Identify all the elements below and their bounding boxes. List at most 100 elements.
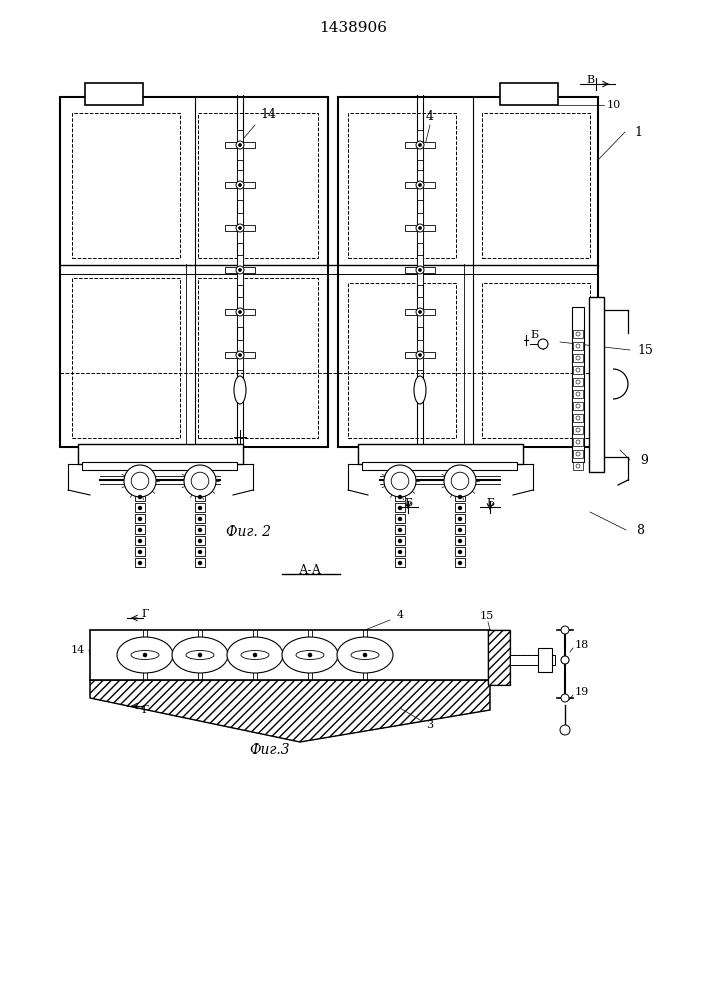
Bar bbox=[225, 182, 255, 188]
Circle shape bbox=[132, 472, 148, 490]
Circle shape bbox=[236, 224, 244, 232]
Bar bbox=[573, 414, 583, 422]
Circle shape bbox=[238, 268, 242, 271]
Bar bbox=[482, 113, 590, 258]
Bar bbox=[455, 536, 465, 545]
Circle shape bbox=[198, 495, 202, 499]
Ellipse shape bbox=[227, 637, 283, 673]
Circle shape bbox=[138, 506, 142, 510]
Circle shape bbox=[576, 452, 580, 456]
Bar bbox=[225, 267, 255, 273]
Bar bbox=[395, 547, 405, 556]
Text: Г: Г bbox=[141, 705, 148, 715]
Bar bbox=[538, 648, 552, 672]
Circle shape bbox=[576, 464, 580, 468]
Circle shape bbox=[416, 266, 424, 274]
Ellipse shape bbox=[414, 376, 426, 404]
Circle shape bbox=[576, 392, 580, 396]
Bar bbox=[573, 438, 583, 446]
Circle shape bbox=[576, 440, 580, 444]
Text: Б: Б bbox=[530, 330, 538, 340]
Circle shape bbox=[451, 472, 469, 490]
Bar bbox=[455, 525, 465, 534]
Bar bbox=[237, 130, 243, 160]
Bar bbox=[225, 142, 255, 148]
Text: Фиг. 2: Фиг. 2 bbox=[226, 525, 271, 539]
Text: 15: 15 bbox=[637, 344, 653, 357]
Circle shape bbox=[238, 354, 242, 357]
Bar bbox=[225, 225, 255, 231]
Bar bbox=[237, 213, 243, 243]
Bar bbox=[195, 503, 205, 512]
Bar bbox=[135, 514, 145, 523]
Bar bbox=[348, 283, 456, 438]
Bar bbox=[455, 558, 465, 567]
Text: Фиг.3: Фиг.3 bbox=[250, 743, 291, 757]
Circle shape bbox=[576, 356, 580, 360]
Text: А-А: А-А bbox=[298, 564, 322, 576]
Text: 14: 14 bbox=[71, 645, 85, 655]
Ellipse shape bbox=[351, 650, 379, 660]
Circle shape bbox=[398, 561, 402, 565]
Circle shape bbox=[398, 506, 402, 510]
Circle shape bbox=[561, 656, 569, 664]
Bar bbox=[572, 307, 584, 462]
Bar bbox=[348, 113, 456, 258]
Circle shape bbox=[238, 227, 242, 230]
Bar bbox=[135, 558, 145, 567]
Circle shape bbox=[576, 404, 580, 408]
Bar bbox=[417, 130, 423, 160]
Bar bbox=[85, 83, 143, 105]
Circle shape bbox=[184, 465, 216, 497]
Circle shape bbox=[560, 725, 570, 735]
Bar bbox=[195, 514, 205, 523]
Text: 3: 3 bbox=[426, 720, 433, 730]
Bar bbox=[225, 309, 255, 315]
Bar bbox=[395, 514, 405, 523]
Bar bbox=[405, 352, 435, 358]
Bar bbox=[417, 297, 423, 327]
Text: 18: 18 bbox=[575, 640, 589, 650]
Bar bbox=[405, 182, 435, 188]
Bar bbox=[417, 170, 423, 200]
Text: 19: 19 bbox=[575, 687, 589, 697]
Circle shape bbox=[138, 539, 142, 543]
Circle shape bbox=[236, 141, 244, 149]
Circle shape bbox=[416, 224, 424, 232]
Bar bbox=[573, 402, 583, 410]
Circle shape bbox=[198, 517, 202, 521]
Bar bbox=[237, 297, 243, 327]
Bar bbox=[82, 462, 237, 470]
Text: Г: Г bbox=[141, 609, 148, 619]
Circle shape bbox=[238, 184, 242, 186]
Circle shape bbox=[538, 339, 548, 349]
Circle shape bbox=[138, 561, 142, 565]
Circle shape bbox=[398, 528, 402, 532]
Bar bbox=[417, 340, 423, 370]
Circle shape bbox=[458, 550, 462, 554]
Bar bbox=[417, 213, 423, 243]
Bar bbox=[195, 558, 205, 567]
Bar bbox=[135, 525, 145, 534]
Circle shape bbox=[398, 517, 402, 521]
Bar bbox=[237, 340, 243, 370]
Circle shape bbox=[419, 268, 421, 271]
Circle shape bbox=[458, 561, 462, 565]
Bar bbox=[573, 426, 583, 434]
Circle shape bbox=[124, 465, 156, 497]
Bar bbox=[135, 503, 145, 512]
Text: 14: 14 bbox=[260, 108, 276, 121]
Circle shape bbox=[416, 141, 424, 149]
Bar bbox=[455, 514, 465, 523]
Bar bbox=[488, 630, 510, 685]
Polygon shape bbox=[90, 680, 490, 742]
Circle shape bbox=[419, 227, 421, 230]
Bar bbox=[135, 547, 145, 556]
Circle shape bbox=[198, 653, 202, 657]
Circle shape bbox=[398, 539, 402, 543]
Circle shape bbox=[398, 495, 402, 499]
Circle shape bbox=[458, 528, 462, 532]
Circle shape bbox=[458, 539, 462, 543]
Text: 9: 9 bbox=[640, 454, 648, 466]
Text: 1: 1 bbox=[634, 125, 642, 138]
